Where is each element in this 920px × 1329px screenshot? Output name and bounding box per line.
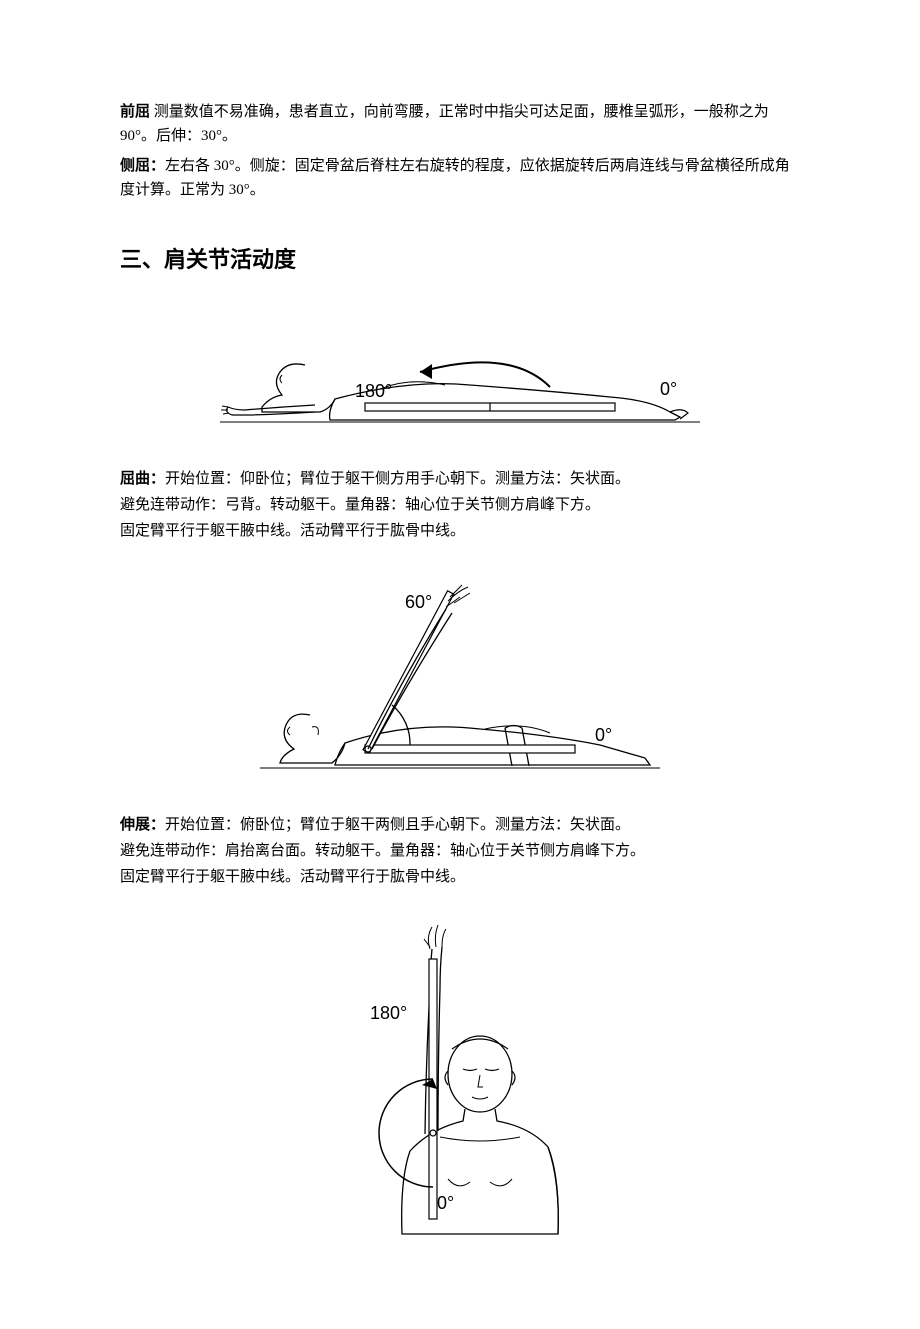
desc1-line2: 避免连带动作：弓背。转动躯干。量角器：轴心位于关节侧方肩峰下方。 (120, 493, 800, 517)
fig1-label-180: 180° (355, 381, 392, 401)
desc1-bold: 屈曲： (120, 471, 165, 487)
desc-flexion: 屈曲：开始位置：仰卧位；臂位于躯干侧方用手心朝下。测量方法：矢状面。 避免连带动… (120, 467, 800, 543)
intro-paragraph-2: 侧屈：左右各 30°。侧旋：固定骨盆后脊柱左右旋转的程度，应依据旋转后两肩连线与… (120, 154, 800, 202)
section-heading: 三、肩关节活动度 (120, 242, 800, 277)
fig1-label-0: 0° (660, 379, 677, 399)
figure-extension: 60° 0° (120, 573, 800, 783)
intro-1-text: 测量数值不易准确，患者直立，向前弯腰，正常时中指尖可达足面，腰椎呈弧形，一般称之… (120, 104, 769, 144)
intro-paragraph-1: 前屈 测量数值不易准确，患者直立，向前弯腰，正常时中指尖可达足面，腰椎呈弧形，一… (120, 100, 800, 148)
fig2-label-60: 60° (405, 592, 432, 612)
figure-flexion: 180° 0° (120, 317, 800, 437)
desc2-line1: 开始位置：俯卧位；臂位于躯干两侧且手心朝下。测量方法：矢状面。 (165, 817, 630, 833)
figure-flexion-svg: 180° 0° (210, 317, 710, 437)
fig2-label-0: 0° (595, 725, 612, 745)
figure-abduction-svg: 180° 0° (330, 919, 590, 1239)
intro-1-bold: 前屈 (120, 104, 150, 120)
fig3-label-180: 180° (370, 1003, 407, 1023)
desc2-line2: 避免连带动作：肩抬离台面。转动躯干。量角器：轴心位于关节侧方肩峰下方。 (120, 839, 800, 863)
figure-extension-svg: 60° 0° (250, 573, 670, 783)
desc2-line3: 固定臂平行于躯干腋中线。活动臂平行于肱骨中线。 (120, 865, 800, 889)
desc1-line1: 开始位置：仰卧位；臂位于躯干侧方用手心朝下。测量方法：矢状面。 (165, 471, 630, 487)
desc1-line3: 固定臂平行于躯干腋中线。活动臂平行于肱骨中线。 (120, 519, 800, 543)
desc-extension: 伸展：开始位置：俯卧位；臂位于躯干两侧且手心朝下。测量方法：矢状面。 避免连带动… (120, 813, 800, 889)
fig3-label-0: 0° (437, 1193, 454, 1213)
intro-2-text: 左右各 30°。侧旋：固定骨盆后脊柱左右旋转的程度，应依据旋转后两肩连线与骨盆横… (120, 158, 790, 198)
figure-abduction: 180° 0° (120, 919, 800, 1239)
intro-2-bold: 侧屈： (120, 158, 165, 174)
desc2-bold: 伸展： (120, 817, 165, 833)
